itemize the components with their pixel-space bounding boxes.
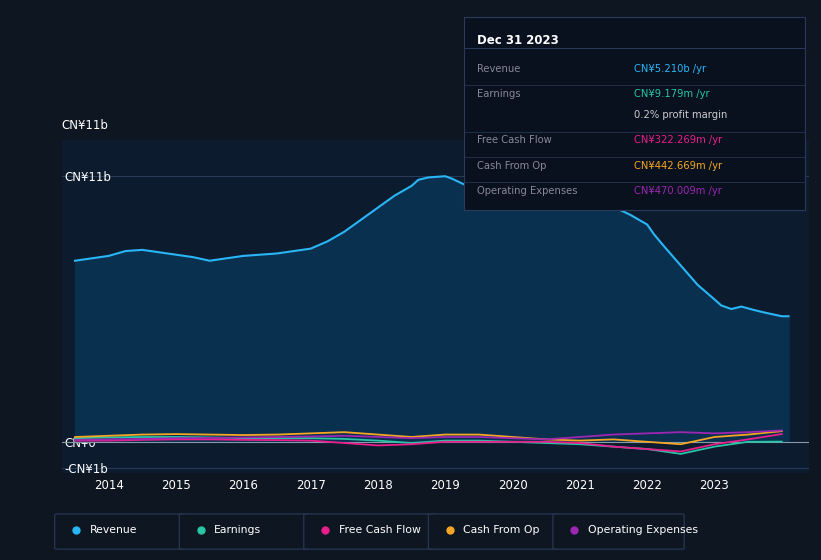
Text: CN¥11b: CN¥11b [62,119,108,132]
Text: Earnings: Earnings [214,525,261,535]
Text: CN¥5.210b /yr: CN¥5.210b /yr [635,64,706,74]
Text: Revenue: Revenue [478,64,521,74]
FancyBboxPatch shape [179,514,310,549]
FancyBboxPatch shape [304,514,435,549]
Text: Cash From Op: Cash From Op [478,161,547,171]
Text: Earnings: Earnings [478,89,521,99]
FancyBboxPatch shape [55,514,186,549]
Text: Dec 31 2023: Dec 31 2023 [478,34,559,47]
FancyBboxPatch shape [429,514,560,549]
Text: Cash From Op: Cash From Op [463,525,540,535]
Text: Free Cash Flow: Free Cash Flow [339,525,420,535]
Text: CN¥9.179m /yr: CN¥9.179m /yr [635,89,710,99]
Text: Operating Expenses: Operating Expenses [478,186,578,195]
Text: Operating Expenses: Operating Expenses [588,525,698,535]
Text: Free Cash Flow: Free Cash Flow [478,136,553,146]
Text: Revenue: Revenue [89,525,137,535]
FancyBboxPatch shape [553,514,684,549]
Text: 0.2% profit margin: 0.2% profit margin [635,110,727,120]
Text: CN¥322.269m /yr: CN¥322.269m /yr [635,136,722,146]
Text: CN¥470.009m /yr: CN¥470.009m /yr [635,186,722,195]
Text: CN¥442.669m /yr: CN¥442.669m /yr [635,161,722,171]
